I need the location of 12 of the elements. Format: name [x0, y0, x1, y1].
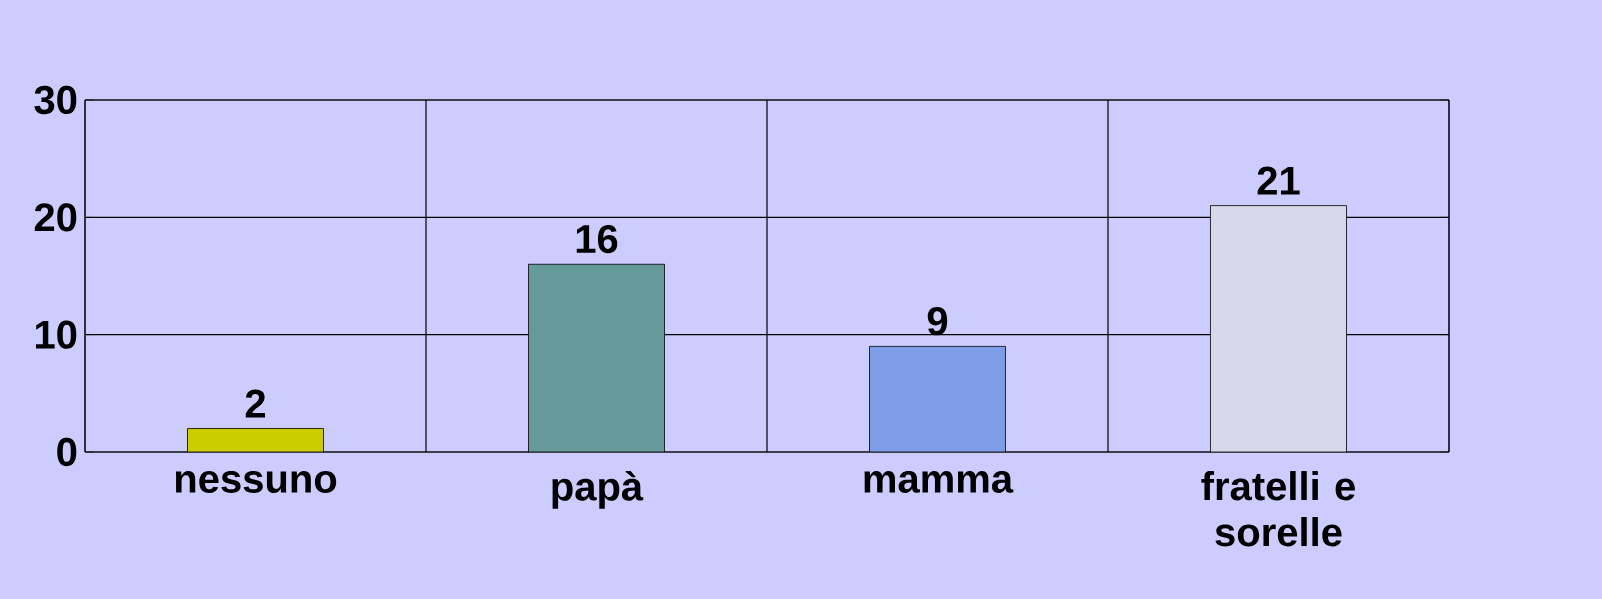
y-tick-label: 20 — [34, 203, 77, 232]
x-tick-label: nessuno — [175, 471, 337, 493]
x-tick-label: mamma — [864, 471, 1014, 493]
y-tick-label: 30 — [34, 85, 77, 115]
x-tick-label: papà — [552, 471, 644, 509]
data-label: 9 — [927, 307, 948, 336]
y-tick-label: 10 — [35, 320, 77, 349]
data-label: 21 — [1257, 166, 1300, 195]
x-tick-label: fratelli e sorelle — [1201, 471, 1355, 547]
y-tick-label: 0 — [57, 437, 77, 467]
data-label: 2 — [245, 389, 266, 418]
data-label: 16 — [576, 224, 618, 254]
